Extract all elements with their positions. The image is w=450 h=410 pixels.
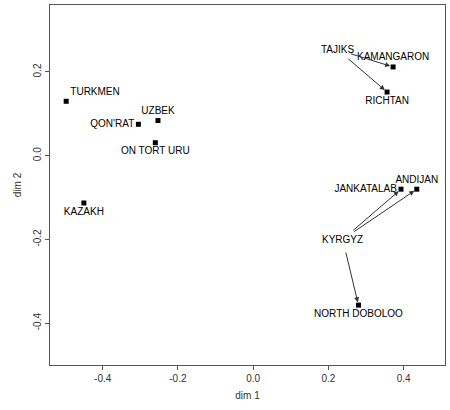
svg-text:TURKMEN: TURKMEN (70, 86, 119, 97)
svg-text:UZBEK: UZBEK (141, 105, 175, 116)
svg-text:-0.2: -0.2 (169, 373, 187, 384)
svg-text:-0.2: -0.2 (32, 229, 43, 247)
svg-text:dim 2: dim 2 (12, 172, 23, 197)
svg-text:-0.4: -0.4 (94, 373, 112, 384)
svg-text:KYRGYZ: KYRGYZ (322, 234, 363, 245)
svg-text:ON TORT URU: ON TORT URU (121, 145, 190, 156)
svg-text:ANDIJAN: ANDIJAN (395, 174, 438, 185)
svg-text:0.2: 0.2 (32, 63, 43, 77)
svg-text:0.2: 0.2 (321, 373, 335, 384)
svg-text:-0.4: -0.4 (32, 313, 43, 331)
svg-text:RICHTAN: RICHTAN (365, 95, 409, 106)
svg-text:0.0: 0.0 (246, 373, 260, 384)
svg-text:0.4: 0.4 (397, 373, 411, 384)
svg-text:NORTH DOBOLOO: NORTH DOBOLOO (314, 308, 403, 319)
svg-text:QON'RAT: QON'RAT (90, 118, 134, 129)
svg-text:KAZAKH: KAZAKH (64, 206, 104, 217)
svg-text:JANKATALAB: JANKATALAB (334, 183, 397, 194)
svg-text:KAMANGARON: KAMANGARON (357, 51, 429, 62)
svg-text:dim 1: dim 1 (235, 390, 260, 401)
svg-text:TAJIKS: TAJIKS (321, 44, 354, 55)
svg-text:0.0: 0.0 (32, 147, 43, 161)
